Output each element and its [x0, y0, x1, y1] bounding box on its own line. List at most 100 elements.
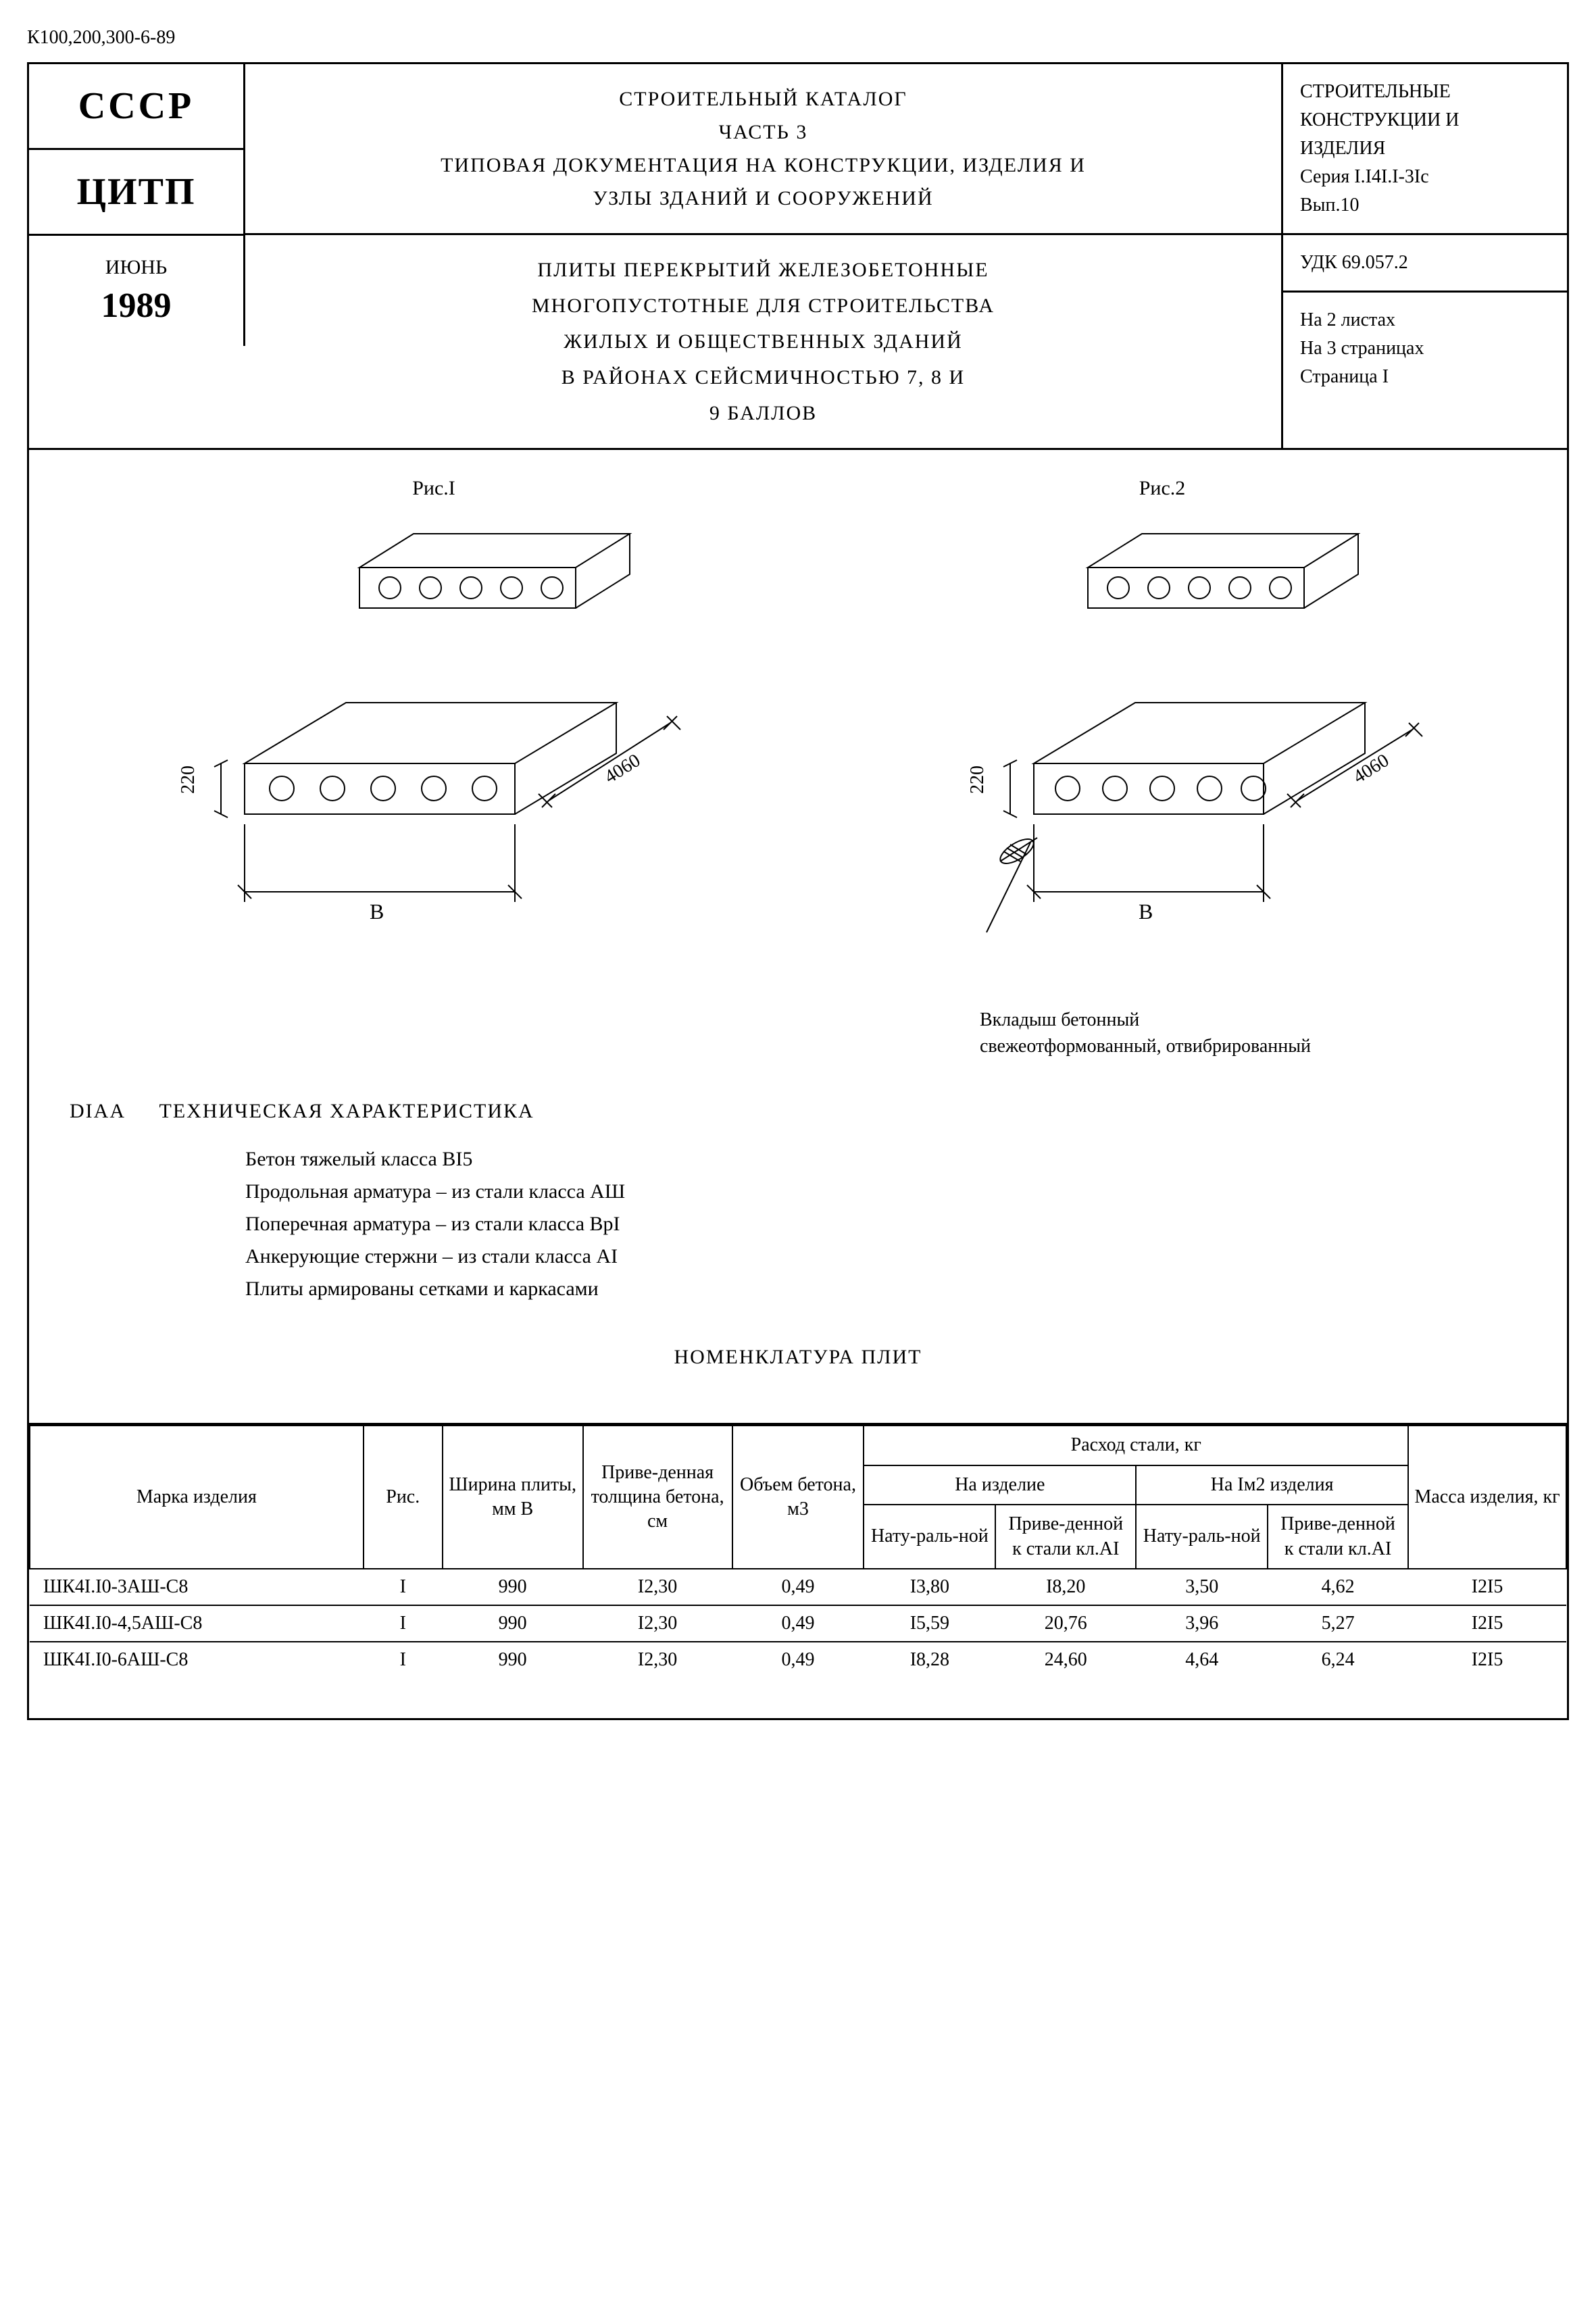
catalog-line: ТИПОВАЯ ДОКУМЕНТАЦИЯ НА КОНСТРУКЦИИ, ИЗД…	[272, 150, 1254, 180]
col-thickness: Приве-денная толщина бетона, см	[583, 1426, 732, 1569]
cell-n1: I3,80	[864, 1569, 995, 1605]
header-mid-column: СТРОИТЕЛЬНЫЙ КАТАЛОГ ЧАСТЬ 3 ТИПОВАЯ ДОК…	[245, 64, 1283, 448]
tech-lines: Бетон тяжелый класса ВI5 Продольная арма…	[245, 1143, 1526, 1305]
col-natural-1: Нату-раль-ной	[864, 1505, 995, 1569]
figure-2-label: Рис.2	[885, 477, 1439, 500]
figures-row: Рис.I	[70, 477, 1526, 1059]
pages-line: На 2 листах	[1300, 306, 1550, 334]
width-label: В	[370, 899, 384, 924]
cell-mass: I2I5	[1408, 1605, 1566, 1642]
figure-1-label: Рис.I	[157, 477, 711, 500]
series-cell: СТРОИТЕЛЬНЫЕ КОНСТРУКЦИИ И ИЗДЕЛИЯ Серия…	[1283, 64, 1567, 235]
body-block: Рис.I	[29, 450, 1567, 1425]
cell-r1: 24,60	[995, 1642, 1136, 1678]
year-label: 1989	[43, 286, 230, 326]
nomenclature-table: Марка изделия Рис. Ширина плиты, мм В Пр…	[29, 1425, 1567, 1718]
cell-mark: ШК4I.I0-3АШ-С8	[30, 1569, 364, 1605]
ussr-label: СССР	[29, 64, 245, 150]
catalog-title-cell: СТРОИТЕЛЬНЫЙ КАТАЛОГ ЧАСТЬ 3 ТИПОВАЯ ДОК…	[245, 64, 1283, 235]
tech-line: Анкерующие стержни – из стали класса АI	[245, 1240, 1526, 1273]
cell-mark: ШК4I.I0-6АШ-С8	[30, 1642, 364, 1678]
series-line: ИЗДЕЛИЯ	[1300, 134, 1550, 163]
insert-line: Вкладыш бетонный	[980, 1007, 1439, 1033]
cell-ris: I	[364, 1642, 443, 1678]
tech-title: ТЕХНИЧЕСКАЯ ХАРАКТЕРИСТИКА	[159, 1100, 534, 1122]
cell-r2: 5,27	[1268, 1605, 1408, 1642]
header-right-column: СТРОИТЕЛЬНЫЕ КОНСТРУКЦИИ И ИЗДЕЛИЯ Серия…	[1283, 64, 1567, 448]
desc-line: 9 БАЛЛОВ	[272, 398, 1254, 428]
series-line: Вып.10	[1300, 191, 1550, 220]
cell-width: 990	[443, 1605, 583, 1642]
cell-vol: 0,49	[732, 1569, 864, 1605]
page: К100,200,300-6-89 СССР ЦИТП ИЮНЬ 1989 СТ…	[27, 27, 1569, 1720]
tech-heading: DIАА ТЕХНИЧЕСКАЯ ХАРАКТЕРИСТИКА	[70, 1100, 1526, 1123]
desc-line: В РАЙОНАХ СЕЙСМИЧНОСТЬЮ 7, 8 И	[272, 362, 1254, 393]
series-line: КОНСТРУКЦИИ И	[1300, 106, 1550, 134]
col-reduced-2: Приве-денной к стали кл.АI	[1268, 1505, 1408, 1569]
desc-line: ЖИЛЫХ И ОБЩЕСТВЕННЫХ ЗДАНИЙ	[272, 326, 1254, 357]
col-mark: Марка изделия	[30, 1426, 364, 1569]
figure-2-diagram: 4060 220 В	[885, 513, 1439, 1000]
figure-1: Рис.I	[157, 477, 711, 1059]
pages-line: На 3 страницах	[1300, 334, 1550, 363]
table-row: ШК4I.I0-6АШ-С8 I 990 I2,30 0,49 I8,28 24…	[30, 1642, 1566, 1678]
col-per-item: На изделие	[864, 1465, 1136, 1505]
tech-section: DIАА ТЕХНИЧЕСКАЯ ХАРАКТЕРИСТИКА Бетон тя…	[70, 1100, 1526, 1305]
cell-n1: I8,28	[864, 1642, 995, 1678]
tech-line: Поперечная арматура – из стали класса Вр…	[245, 1208, 1526, 1240]
cell-r1: 20,76	[995, 1605, 1136, 1642]
catalog-line: СТРОИТЕЛЬНЫЙ КАТАЛОГ	[272, 84, 1254, 114]
cell-r2: 4,62	[1268, 1569, 1408, 1605]
cell-mass: I2I5	[1408, 1642, 1566, 1678]
header-left-column: СССР ЦИТП ИЮНЬ 1989	[29, 64, 245, 448]
cell-width: 990	[443, 1569, 583, 1605]
insert-caption: Вкладыш бетонный свежеотформованный, отв…	[980, 1007, 1439, 1059]
table-row: ШК4I.I0-3АШ-С8 I 990 I2,30 0,49 I3,80 I8…	[30, 1569, 1566, 1605]
pages-line: Страница I	[1300, 363, 1550, 391]
cell-n2: 3,50	[1136, 1569, 1268, 1605]
cell-r2: 6,24	[1268, 1642, 1408, 1678]
col-reduced-1: Приве-денной к стали кл.АI	[995, 1505, 1136, 1569]
cell-vol: 0,49	[732, 1605, 864, 1642]
cell-r1: I8,20	[995, 1569, 1136, 1605]
month-label: ИЮНЬ	[43, 256, 230, 279]
nomenclature-title: НОМЕНКЛАТУРА ПЛИТ	[70, 1346, 1526, 1369]
figure-1-diagram: 4060 220 В	[157, 513, 711, 1000]
catalog-line: ЧАСТЬ 3	[272, 117, 1254, 147]
cell-ris: I	[364, 1605, 443, 1642]
cell-n2: 3,96	[1136, 1605, 1268, 1642]
cell-mass: I2I5	[1408, 1569, 1566, 1605]
figure-2: Рис.2	[885, 477, 1439, 1059]
udk-cell: УДК 69.057.2	[1283, 235, 1567, 293]
col-width: Ширина плиты, мм В	[443, 1426, 583, 1569]
tech-line: Продольная арматура – из стали класса АШ	[245, 1176, 1526, 1208]
desc-line: ПЛИТЫ ПЕРЕКРЫТИЙ ЖЕЛЕЗОБЕТОННЫЕ	[272, 255, 1254, 285]
col-ris: Рис.	[364, 1426, 443, 1569]
col-volume: Объем бетона, м3	[732, 1426, 864, 1569]
cell-vol: 0,49	[732, 1642, 864, 1678]
table-row-spacer	[30, 1678, 1566, 1718]
desc-line: МНОГОПУСТОТНЫЕ ДЛЯ СТРОИТЕЛЬСТВА	[272, 291, 1254, 321]
col-per-m2: На Iм2 изделия	[1136, 1465, 1408, 1505]
height-dim: 220	[178, 765, 199, 794]
width-label: В	[1139, 899, 1153, 924]
cell-thick: I2,30	[583, 1605, 732, 1642]
cell-ris: I	[364, 1569, 443, 1605]
cell-n1: I5,59	[864, 1605, 995, 1642]
table-body: ШК4I.I0-3АШ-С8 I 990 I2,30 0,49 I3,80 I8…	[30, 1569, 1566, 1718]
col-steel: Расход стали, кг	[864, 1426, 1408, 1465]
cell-width: 990	[443, 1642, 583, 1678]
cell-n2: 4,64	[1136, 1642, 1268, 1678]
tech-line: Плиты армированы сетками и каркасами	[245, 1273, 1526, 1305]
height-dim: 220	[967, 765, 988, 794]
cell-thick: I2,30	[583, 1569, 732, 1605]
citp-label: ЦИТП	[29, 150, 245, 236]
length-dim: 4060	[601, 750, 644, 788]
insert-line: свежеотформованный, отвибрированный	[980, 1033, 1439, 1059]
header-block: СССР ЦИТП ИЮНЬ 1989 СТРОИТЕЛЬНЫЙ КАТАЛОГ…	[29, 64, 1567, 450]
cell-thick: I2,30	[583, 1642, 732, 1678]
table-row: ШК4I.I0-4,5АШ-С8 I 990 I2,30 0,49 I5,59 …	[30, 1605, 1566, 1642]
col-mass: Масса изделия, кг	[1408, 1426, 1566, 1569]
date-cell: ИЮНЬ 1989	[29, 236, 245, 346]
description-cell: ПЛИТЫ ПЕРЕКРЫТИЙ ЖЕЛЕЗОБЕТОННЫЕ МНОГОПУС…	[245, 235, 1283, 448]
